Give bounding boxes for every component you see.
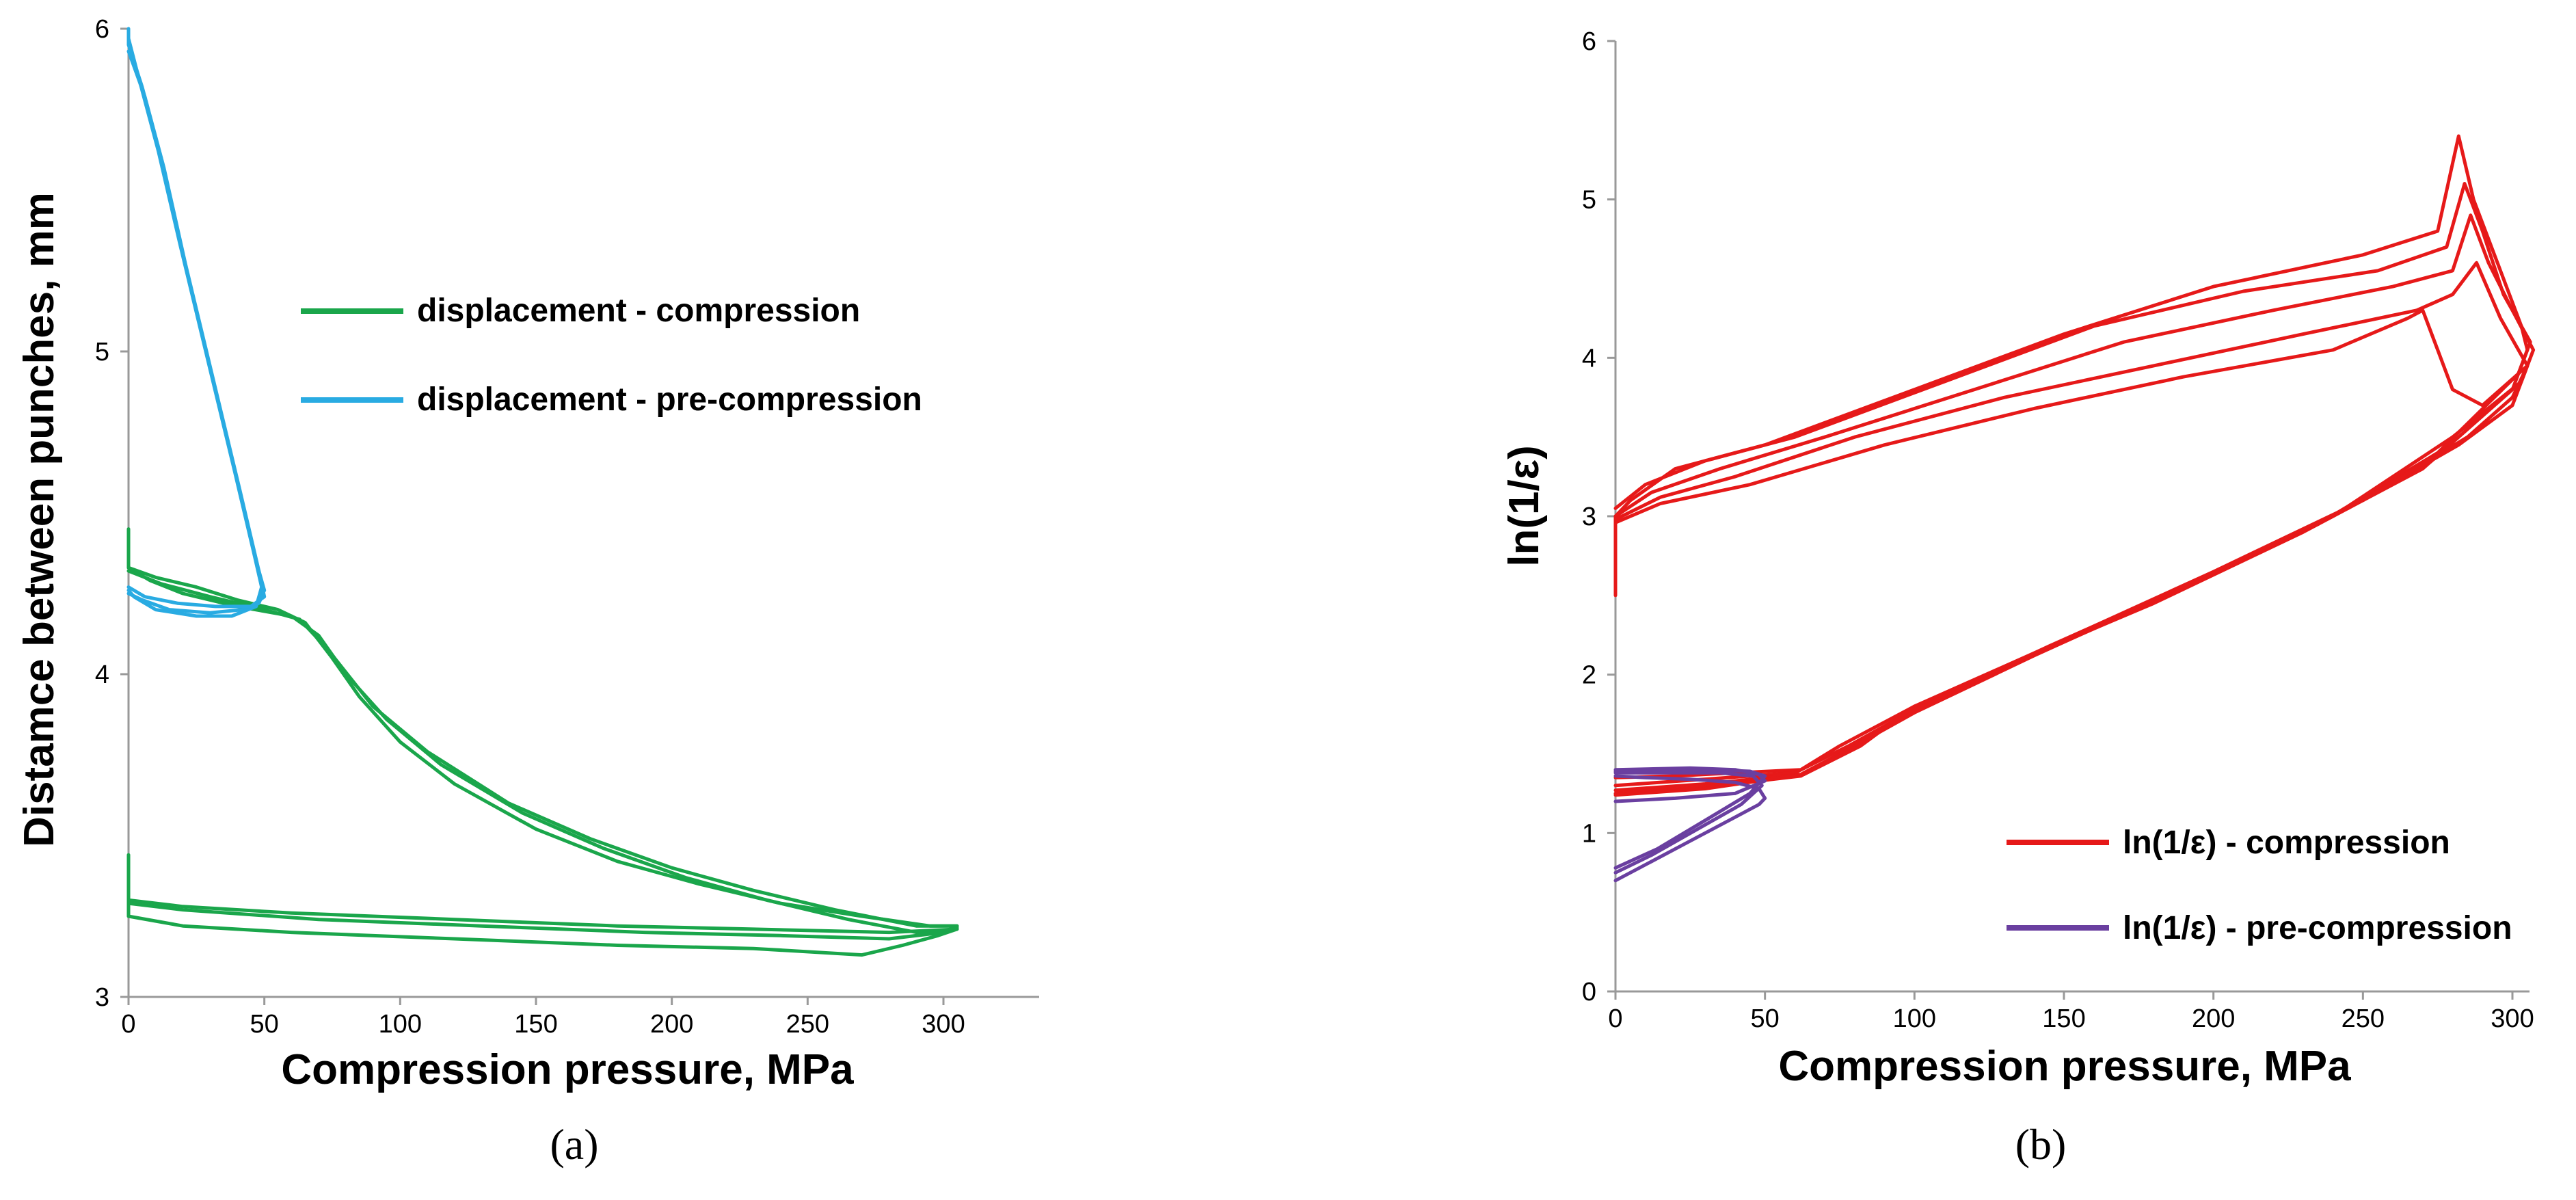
x-tick-label: 100 <box>379 1010 422 1039</box>
series-line-pre-compression-cycle-3 <box>1613 213 2536 792</box>
x-tick-label: 200 <box>2192 1004 2235 1033</box>
plot-area <box>126 27 959 957</box>
y-tick-label: 3 <box>95 983 109 1012</box>
x-axis-title: Compression pressure, MPa <box>281 1046 854 1093</box>
series-line-pre-compression-cycle-1 <box>1613 134 2530 779</box>
legend: ln(1/ε) - compression ln(1/ε) - pre-comp… <box>2007 825 2512 946</box>
y-tick-label: 0 <box>1582 978 1596 1006</box>
x-tick-label: 100 <box>1893 1004 1936 1033</box>
series-line-pre-compression-cycle-1 <box>1613 774 1767 883</box>
legend-label-compression: displacement - compression <box>417 293 860 329</box>
x-tick-label: 250 <box>786 1010 829 1039</box>
x-tick-label: 50 <box>1751 1004 1780 1033</box>
caption-b: (b) <box>2015 1120 2067 1169</box>
caption-a: (a) <box>550 1120 598 1169</box>
x-tick-label: 250 <box>2342 1004 2385 1033</box>
y-axis-title: ln(1/ε) <box>1501 445 1548 567</box>
y-tick-label: 6 <box>95 15 109 44</box>
legend-label-pre-compression: displacement - pre-compression <box>417 382 922 418</box>
chart-panel-a: 0 50 100 150 200 250 300 3 4 5 6 displacement - co… <box>16 15 1039 1169</box>
series-line-pre-compression-cycle-1 <box>126 527 959 935</box>
y-tick-label: 3 <box>1582 503 1596 531</box>
x-tick-label: 0 <box>1608 1004 1622 1033</box>
y-axis-title: Distamce between punches, mm <box>16 192 63 847</box>
x-axis-title: Compression pressure, MPa <box>1778 1043 2351 1090</box>
x-tick-label: 50 <box>250 1010 279 1039</box>
legend-label-compression: ln(1/ε) - compression <box>2123 825 2450 861</box>
x-tick-label: 300 <box>922 1010 965 1039</box>
x-tick-label: 150 <box>2042 1004 2085 1033</box>
y-tick-label: 2 <box>1582 661 1596 690</box>
legend-label-pre-compression: ln(1/ε) - pre-compression <box>2123 910 2512 946</box>
y-tick-label: 4 <box>95 661 109 689</box>
plot-area <box>1613 134 2536 883</box>
series-line-pre-compression-cycle-5 <box>1613 308 2530 797</box>
series-line-pre-compression-cycle-4 <box>1613 766 1767 803</box>
series-line-pre-compression-cycle-3 <box>126 569 959 941</box>
y-tick-label: 6 <box>1582 27 1596 56</box>
y-tick-label: 5 <box>1582 186 1596 215</box>
x-tick-label: 200 <box>650 1010 693 1039</box>
x-tick-label: 150 <box>514 1010 557 1039</box>
y-tick-label: 4 <box>1582 344 1596 373</box>
x-tick-label: 300 <box>2491 1004 2534 1033</box>
y-tick-label: 5 <box>95 338 109 366</box>
y-tick-label: 1 <box>1582 819 1596 848</box>
x-tick-label: 0 <box>121 1010 135 1039</box>
axis-ticks: 0 50 100 150 200 250 300 3 4 5 6 <box>95 15 965 1039</box>
series-line-pre-compression-cycle-3 <box>126 49 267 609</box>
legend: displacement - compression displacement … <box>301 293 922 418</box>
series-line-pre-compression-cycle-3 <box>1613 768 1767 870</box>
series-line-pre-compression-cycle-2 <box>1613 771 1764 875</box>
axis-ticks: 0 50 100 150 200 250 300 0 1 2 3 4 5 6 <box>1582 27 2534 1033</box>
chart-panel-b: 0 50 100 150 200 250 300 0 1 2 3 4 5 6 ln(1/ε) - comp… <box>1501 27 2536 1169</box>
